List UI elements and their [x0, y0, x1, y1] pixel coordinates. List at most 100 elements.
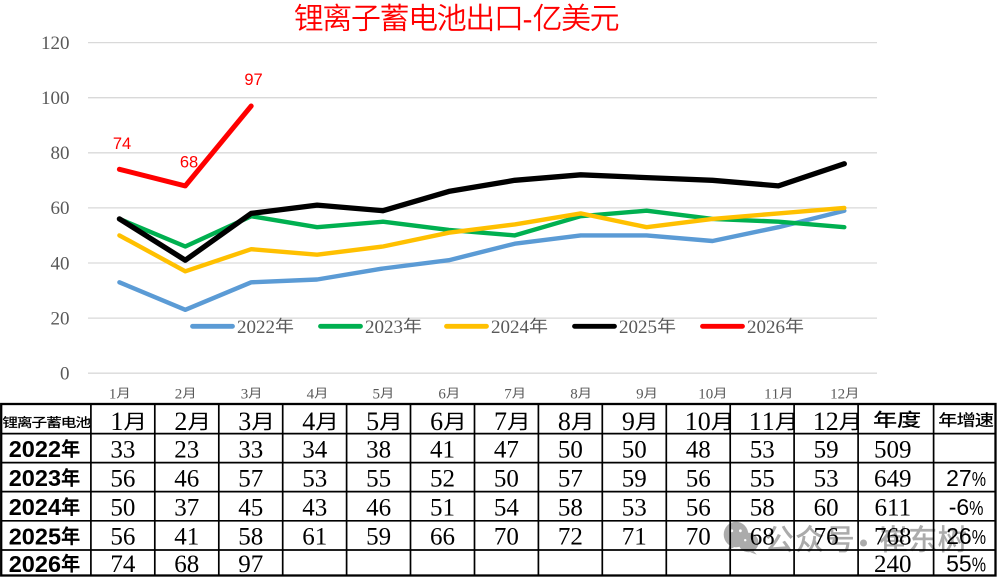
- svg-text:3: 3: [241, 386, 249, 402]
- svg-text:66: 66: [430, 524, 455, 551]
- svg-text:2: 2: [174, 407, 187, 436]
- svg-text:57: 57: [238, 465, 263, 492]
- svg-text:33: 33: [110, 436, 135, 463]
- svg-text:59: 59: [366, 524, 391, 551]
- svg-text:5: 5: [946, 551, 959, 577]
- svg-text:50: 50: [110, 494, 135, 521]
- svg-text:2: 2: [365, 317, 375, 338]
- svg-text:2: 2: [9, 523, 22, 549]
- svg-text:97: 97: [238, 551, 263, 578]
- svg-text:0: 0: [706, 386, 714, 402]
- svg-text:2: 2: [384, 317, 394, 338]
- svg-text:0: 0: [757, 317, 767, 338]
- svg-text:611: 611: [875, 494, 912, 521]
- svg-text:6: 6: [959, 523, 972, 549]
- svg-text:58: 58: [558, 494, 583, 521]
- svg-text:37: 37: [174, 494, 199, 521]
- svg-text:3: 3: [48, 465, 61, 491]
- svg-text:6: 6: [48, 551, 61, 577]
- svg-text:56: 56: [686, 494, 711, 521]
- svg-text:100: 100: [41, 88, 70, 109]
- svg-text:40: 40: [51, 253, 70, 274]
- svg-text:80: 80: [51, 143, 70, 164]
- svg-text:6: 6: [438, 386, 446, 402]
- svg-text:%: %: [972, 526, 986, 549]
- svg-text:72: 72: [558, 524, 583, 551]
- svg-text:1: 1: [109, 386, 117, 402]
- svg-text:58: 58: [750, 494, 775, 521]
- svg-text:4: 4: [48, 494, 61, 520]
- svg-text:5: 5: [959, 551, 972, 577]
- svg-text:0: 0: [629, 317, 639, 338]
- svg-text:52: 52: [430, 465, 455, 492]
- svg-text:8: 8: [570, 386, 578, 402]
- svg-text:1: 1: [110, 407, 123, 436]
- svg-text:0: 0: [501, 317, 511, 338]
- svg-text:59: 59: [814, 436, 839, 463]
- svg-text:9: 9: [636, 386, 644, 402]
- svg-text:46: 46: [366, 494, 391, 521]
- svg-text:0: 0: [22, 494, 35, 520]
- svg-text:1: 1: [749, 407, 762, 436]
- svg-text:2: 2: [256, 317, 266, 338]
- svg-text:56: 56: [110, 465, 135, 492]
- svg-text:57: 57: [558, 465, 583, 492]
- svg-text:2: 2: [638, 317, 648, 338]
- svg-text:7: 7: [504, 386, 512, 402]
- svg-text:1: 1: [762, 407, 775, 436]
- svg-text:0: 0: [60, 364, 70, 385]
- svg-text:51: 51: [430, 494, 455, 521]
- svg-text:48: 48: [686, 436, 711, 463]
- svg-text:47: 47: [494, 436, 519, 463]
- svg-text:7: 7: [959, 465, 972, 491]
- svg-text:2: 2: [510, 317, 520, 338]
- svg-text:2: 2: [9, 494, 22, 520]
- svg-text:2: 2: [946, 523, 959, 549]
- svg-text:3: 3: [394, 317, 404, 338]
- svg-text:74: 74: [110, 551, 136, 578]
- svg-text:5: 5: [48, 523, 61, 549]
- svg-text:-: -: [523, 3, 533, 36]
- svg-text:68: 68: [180, 153, 198, 171]
- svg-text:41: 41: [174, 524, 199, 551]
- svg-text:2: 2: [9, 436, 22, 462]
- svg-text:97: 97: [244, 71, 262, 89]
- svg-text:6: 6: [430, 407, 443, 436]
- svg-text:55: 55: [750, 465, 775, 492]
- svg-text:46: 46: [174, 465, 199, 492]
- svg-text:6: 6: [776, 317, 786, 338]
- svg-text:56: 56: [110, 524, 135, 551]
- svg-text:56: 56: [686, 465, 711, 492]
- svg-text:53: 53: [302, 465, 327, 492]
- svg-text:%: %: [972, 554, 986, 577]
- svg-text:50: 50: [494, 465, 519, 492]
- svg-text:2: 2: [9, 551, 22, 577]
- svg-text:2: 2: [35, 494, 48, 520]
- svg-text:120: 120: [41, 33, 70, 54]
- svg-text:2: 2: [48, 436, 61, 462]
- svg-text:53: 53: [622, 494, 647, 521]
- svg-text:60: 60: [814, 494, 839, 521]
- svg-text:%: %: [969, 497, 983, 520]
- svg-text:2: 2: [35, 523, 48, 549]
- svg-text:4: 4: [520, 317, 530, 338]
- svg-text:2: 2: [266, 317, 276, 338]
- svg-text:0: 0: [698, 407, 711, 436]
- svg-text:2: 2: [9, 465, 22, 491]
- svg-text:45: 45: [238, 494, 263, 521]
- svg-text:54: 54: [494, 494, 520, 521]
- svg-text:5: 5: [648, 317, 658, 338]
- svg-text:55: 55: [366, 465, 391, 492]
- svg-text:61: 61: [302, 524, 327, 551]
- svg-text:5: 5: [366, 407, 379, 436]
- svg-text:38: 38: [366, 436, 391, 463]
- svg-text:3: 3: [238, 407, 251, 436]
- svg-text:0: 0: [22, 551, 35, 577]
- svg-text:2: 2: [35, 436, 48, 462]
- svg-text:0: 0: [22, 436, 35, 462]
- svg-text:23: 23: [174, 436, 199, 463]
- svg-text:4: 4: [302, 407, 315, 436]
- svg-text:1: 1: [830, 386, 838, 402]
- svg-text:53: 53: [750, 436, 775, 463]
- svg-text:2: 2: [826, 407, 839, 436]
